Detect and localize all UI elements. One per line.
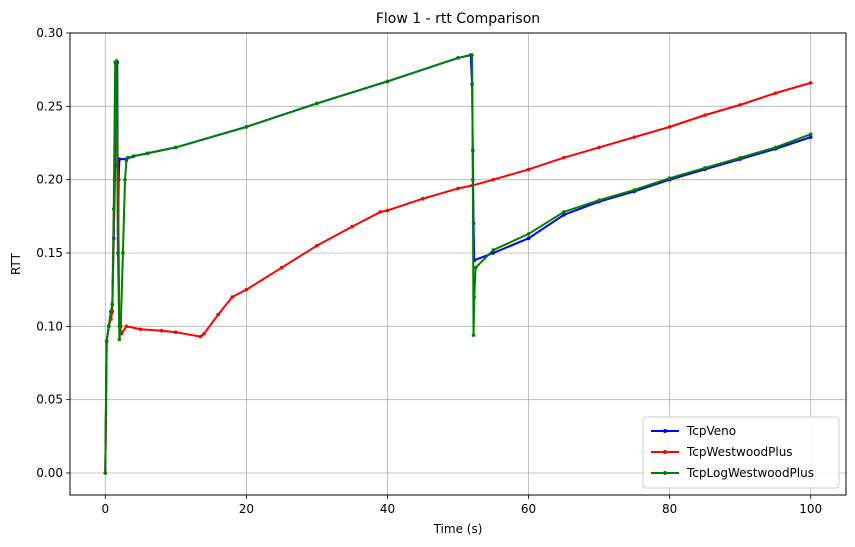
chart-title: Flow 1 - rtt Comparison [376,11,540,27]
y-tick-label: 0.00 [36,466,63,480]
data-point-tcplogwestwoodplus [471,177,475,182]
data-point-tcplogwestwoodplus [117,337,122,342]
y-tick-label: 0.20 [36,173,63,187]
data-point-tcplogwestwoodplus [111,207,116,211]
legend-marker-tcpwestwoodplus [663,450,667,454]
data-point-tcplogwestwoodplus [773,145,778,150]
data-point-tcpwestwoodplus [808,81,813,85]
y-tick-label: 0.05 [36,393,63,407]
data-point-tcplogwestwoodplus [632,188,637,192]
data-point-tcpwestwoodplus [202,331,206,336]
data-point-tcpwestwoodplus [216,312,220,317]
legend-box [642,416,840,489]
data-point-tcplogwestwoodplus [109,309,113,314]
x-axis-label: Time (s) [433,522,483,536]
legend-label-tcpwestwoodplus: TcpWestwoodPlus [686,445,793,459]
legend: TcpVeno TcpWestwoodPlus TcpLogWestwoodPlus [642,416,840,489]
y-tick-label: 0.15 [36,246,63,260]
y-tick-label: 0.10 [36,319,63,333]
data-point-tcplogwestwoodplus [703,166,707,170]
data-point-tcplogwestwoodplus [118,324,123,329]
data-point-tcplogwestwoodplus [315,101,319,106]
data-point-tcpwestwoodplus [350,224,354,229]
data-point-tcplogwestwoodplus [808,132,813,136]
x-tick-label: 40 [380,502,395,516]
data-point-tcpwestwoodplus [159,328,164,333]
data-point-tcpwestwoodplus [378,210,383,214]
data-point-tcplogwestwoodplus [126,155,130,160]
data-point-tcpwestwoodplus [244,287,249,292]
data-point-tcplogwestwoodplus [104,339,109,343]
series-layer [103,53,813,475]
y-axis-ticks: 0.00 0.05 0.10 0.15 0.20 0.25 0.30 [36,26,70,480]
data-point-tcpveno [808,135,813,139]
data-point-tcpwestwoodplus [174,330,178,335]
data-point-tcpwestwoodplus [491,177,496,182]
data-point-tcplogwestwoodplus [471,333,476,337]
data-point-tcplogwestwoodplus [124,158,129,163]
data-point-tcplogwestwoodplus [470,53,474,57]
data-point-tcplogwestwoodplus [174,145,178,150]
data-point-tcplogwestwoodplus [473,265,478,270]
data-point-tcpwestwoodplus [230,295,235,299]
data-point-tcplogwestwoodplus [738,155,742,160]
data-point-tcplogwestwoodplus [472,295,477,299]
data-point-tcpwestwoodplus [385,208,390,213]
x-tick-label: 0 [101,502,109,516]
data-point-tcpwestwoodplus [420,196,425,201]
data-point-tcplogwestwoodplus [597,198,601,202]
data-point-tcpwestwoodplus [124,324,129,329]
data-point-tcplogwestwoodplus [116,251,120,255]
x-axis-ticks: 0 20 40 60 80 100 [101,495,822,516]
x-tick-label: 60 [521,502,536,516]
data-point-tcpwestwoodplus [562,155,566,160]
data-point-tcplogwestwoodplus [123,177,127,182]
x-tick-label: 100 [799,502,822,516]
data-point-tcplogwestwoodplus [562,210,566,214]
data-point-tcplogwestwoodplus [667,176,672,180]
data-point-tcplogwestwoodplus [385,79,390,84]
legend-label-tcplogwestwoodplus: TcpLogWestwoodPlus [686,466,814,480]
y-tick-label: 0.30 [36,26,63,40]
data-point-tcplogwestwoodplus [456,56,460,60]
data-point-tcpwestwoodplus [703,113,707,117]
data-point-tcplogwestwoodplus [114,59,119,63]
legend-marker-tcplogwestwoodplus [663,471,667,475]
data-point-tcpwestwoodplus [198,334,203,339]
plot-frame [69,32,847,496]
data-point-tcplogwestwoodplus [145,151,150,156]
data-point-tcpwestwoodplus [138,327,143,332]
data-point-tcplogwestwoodplus [526,232,531,236]
data-point-tcpwestwoodplus [279,265,284,270]
data-point-tcplogwestwoodplus [131,154,136,158]
data-point-tcplogwestwoodplus [110,302,115,307]
data-point-tcpwestwoodplus [456,186,460,191]
data-point-tcpwestwoodplus [597,145,601,150]
data-point-tcpwestwoodplus [315,243,319,248]
data-point-tcpwestwoodplus [667,125,672,129]
legend-marker-tcpveno [663,429,667,433]
data-point-tcplogwestwoodplus [491,248,496,252]
data-point-tcpwestwoodplus [773,91,778,95]
data-point-tcpveno [526,236,531,241]
x-tick-label: 20 [239,502,254,516]
data-point-tcpveno [562,213,566,217]
series-tcplogwestwoodplus [103,53,813,475]
x-tick-label: 80 [662,502,677,516]
data-point-tcplogwestwoodplus [121,251,125,255]
data-point-tcpwestwoodplus [738,103,742,107]
data-point-tcpwestwoodplus [526,167,531,172]
legend-label-tcpveno: TcpVeno [686,424,736,438]
y-axis-label: RTT [9,252,23,275]
y-tick-label: 0.25 [36,99,63,113]
data-point-tcpwestwoodplus [632,135,637,139]
data-point-tcplogwestwoodplus [244,125,249,129]
data-point-tcplogwestwoodplus [103,471,108,475]
data-point-tcplogwestwoodplus [107,324,111,329]
